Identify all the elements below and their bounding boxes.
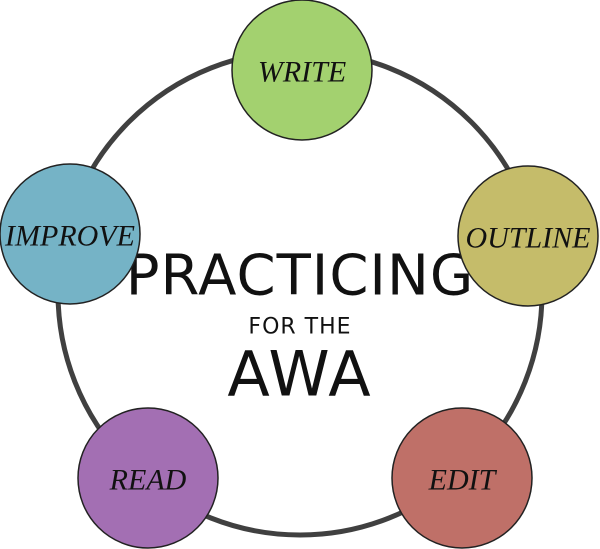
step-label-outline: OUTLINE [465,222,590,255]
step-circle-write [231,0,373,141]
step-node-edit: EDIT [391,407,533,549]
step-circle-read [77,407,219,549]
step-node-improve: IMPROVE [0,163,141,305]
step-node-read: READ [77,407,219,549]
step-circle-edit [391,407,533,549]
center-title-line3: AWA [227,338,372,411]
step-circle-improve [0,163,141,305]
step-label-edit: EDIT [428,464,498,497]
step-node-outline: OUTLINE [457,165,599,307]
step-label-write: WRITE [258,56,346,89]
step-label-read: READ [109,464,187,497]
step-circle-outline [457,165,599,307]
step-node-write: WRITE [231,0,373,141]
center-title-line1: PRACTICING [126,244,474,309]
step-label-improve: IMPROVE [4,220,135,253]
center-title-line2: FOR THE [248,315,351,340]
